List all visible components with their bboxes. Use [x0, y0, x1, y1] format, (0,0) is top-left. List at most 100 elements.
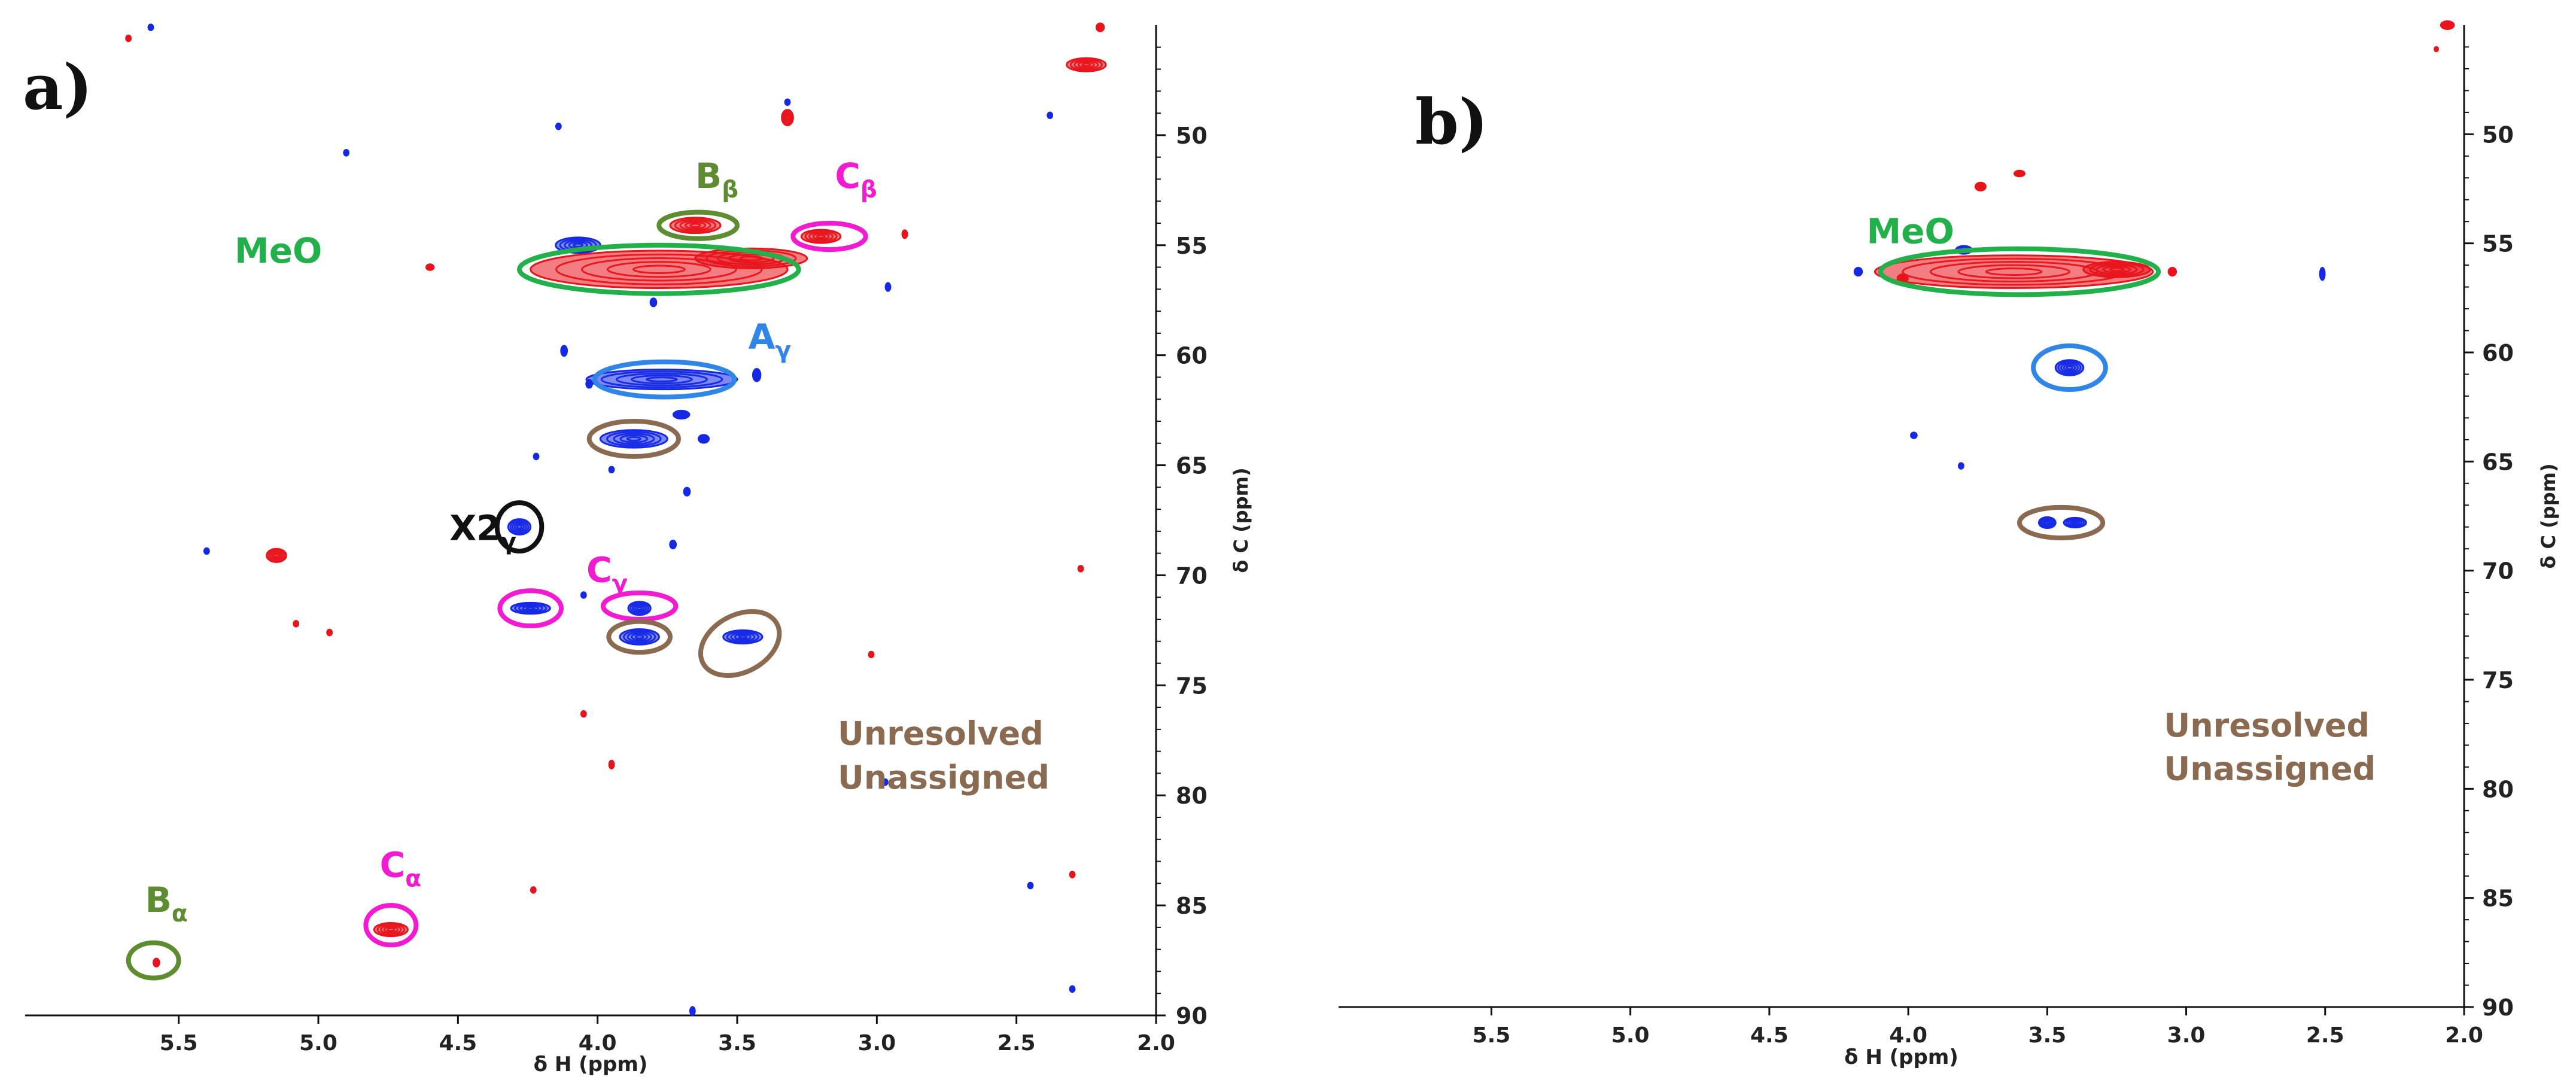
contour-peak — [784, 98, 791, 106]
contour-peak — [555, 122, 562, 130]
contour-peak — [599, 429, 668, 449]
contour-peak — [2319, 267, 2326, 281]
assignment-ellipse-b-alpha — [126, 940, 181, 981]
x-tick-label: 4.0 — [579, 1031, 617, 1055]
annotation-unassigned: Unassigned — [838, 759, 1050, 796]
contour-peak — [672, 409, 691, 420]
contour-peak — [1047, 111, 1054, 120]
annotation-a-gamma: Aγ — [749, 317, 791, 364]
contour-peak — [1974, 181, 1987, 191]
panel-a-hsqc-spectrum: a) 50 55 60 65 70 75 80 85 90 5.5 5.0 4.5 4.0 3.5 3.0 2.… — [23, 22, 1252, 1076]
contour-peak — [585, 379, 594, 389]
contour-peak — [627, 601, 652, 616]
y-tick-label: 90 — [1176, 1003, 1208, 1029]
contour-peak — [1069, 871, 1076, 878]
contour-peak — [1027, 881, 1034, 890]
contour-peak — [752, 367, 762, 382]
contour-peak — [608, 759, 615, 769]
contour-peak — [1874, 254, 2154, 289]
contour-peak — [533, 452, 540, 461]
y-tick-label: 60 — [2482, 340, 2514, 366]
y-tick-label: 70 — [1176, 562, 1208, 589]
contour-peak — [343, 149, 350, 157]
contour-peak — [2440, 20, 2455, 31]
contour-peak — [669, 217, 722, 235]
annotation-meo: MeO — [1866, 211, 1954, 252]
assignment-ellipse-c-gamma-1 — [497, 588, 564, 629]
annotation-c-alpha: Cα — [380, 844, 421, 892]
contour-peak — [1957, 462, 1964, 470]
contour-peak — [868, 650, 875, 659]
annotation-unresolved: Unresolved — [838, 715, 1044, 753]
x-tick-label: 3.0 — [857, 1031, 896, 1055]
annotation-c-beta: Cβ — [835, 156, 877, 203]
contour-peak — [689, 1006, 696, 1016]
x-tick-label: 5.5 — [160, 1031, 198, 1055]
contour-peak — [1095, 22, 1105, 32]
contour-peak — [683, 486, 691, 497]
y-tick-label: 85 — [2482, 886, 2514, 912]
contour-peak — [530, 886, 537, 894]
x-tick-label: 4.0 — [1889, 1023, 1927, 1048]
y-tick-label: 65 — [2482, 449, 2514, 475]
contour-peak — [619, 628, 660, 646]
panel-b-hsqc-spectrum: b) 50 55 60 65 70 75 80 85 90 5.5 5.0 4.5 4.0 3.5 3.0 2.… — [1339, 20, 2560, 1069]
contour-peak — [203, 547, 210, 555]
contour-peak — [1853, 267, 1863, 277]
contour-peak — [2434, 45, 2440, 53]
y-tick-label: 90 — [2482, 994, 2514, 1021]
y-tick-label: 55 — [2482, 231, 2514, 257]
x-tick-label: 3.0 — [2167, 1023, 2206, 1048]
y-tick-label: 80 — [1176, 783, 1208, 809]
assignment-ellipse-unassigned — [2017, 504, 2106, 540]
y-tick-label: 75 — [2482, 667, 2514, 693]
assignment-ellipse-c-alpha — [363, 903, 419, 948]
contour-peak — [781, 109, 794, 126]
assignment-ellipse-unassigned-3 — [698, 609, 782, 678]
panel-label: a) — [23, 50, 93, 124]
contour-peak — [2013, 169, 2025, 178]
contour-peak — [580, 591, 587, 599]
x-axis-title: δ H (ppm) — [1844, 1045, 1958, 1069]
contour-peak — [1066, 57, 1107, 72]
contour-peak — [373, 922, 409, 938]
x-tick-label: 2.5 — [2306, 1023, 2344, 1048]
y-tick-label: 80 — [2482, 776, 2514, 802]
assignment-ellipse-unassigned-1 — [586, 419, 682, 459]
x-tick-label: 4.5 — [439, 1031, 477, 1055]
contour-peak — [425, 263, 435, 271]
x-tick-label: 4.5 — [1750, 1023, 1789, 1048]
x-axis-title: δ H (ppm) — [534, 1053, 648, 1076]
contour-peak — [884, 282, 892, 292]
annotation-b-beta: Bβ — [695, 156, 738, 203]
contour-peak — [901, 229, 908, 239]
contour-peak — [2054, 359, 2085, 376]
contour-peak — [125, 34, 132, 42]
contour-peak — [800, 229, 842, 244]
x-tick-label: 3.5 — [718, 1031, 756, 1055]
contour-peak — [2063, 516, 2087, 528]
contour-peak — [580, 710, 587, 718]
contour-peak — [147, 23, 154, 31]
contour-peak — [697, 434, 710, 444]
x-tick-label: 2.0 — [2445, 1023, 2483, 1048]
contour-peak — [722, 629, 764, 644]
contour-peak — [1077, 565, 1084, 573]
panel-label: b) — [1415, 85, 1488, 159]
contour-peak — [881, 778, 889, 786]
contour-peak — [507, 518, 532, 536]
assignment-ellipse-unassigned-2 — [606, 619, 673, 655]
x-tick-label: 5.5 — [1473, 1023, 1511, 1048]
y-tick-label: 85 — [1176, 893, 1208, 919]
assignment-ellipse-x2-gamma — [494, 500, 545, 553]
contour-peak — [293, 620, 300, 628]
contour-peak — [152, 957, 160, 968]
annotation-unresolved: Unresolved — [2164, 707, 2370, 744]
assignment-ellipse-c-beta — [790, 221, 868, 253]
annotation-x2-gamma: X2γ — [449, 508, 516, 556]
y-tick-label: 50 — [2482, 121, 2514, 148]
contour-peak — [326, 628, 333, 637]
annotation-meo: MeO — [235, 230, 322, 271]
y-axis-title: δ C (ppm) — [1230, 467, 1252, 573]
